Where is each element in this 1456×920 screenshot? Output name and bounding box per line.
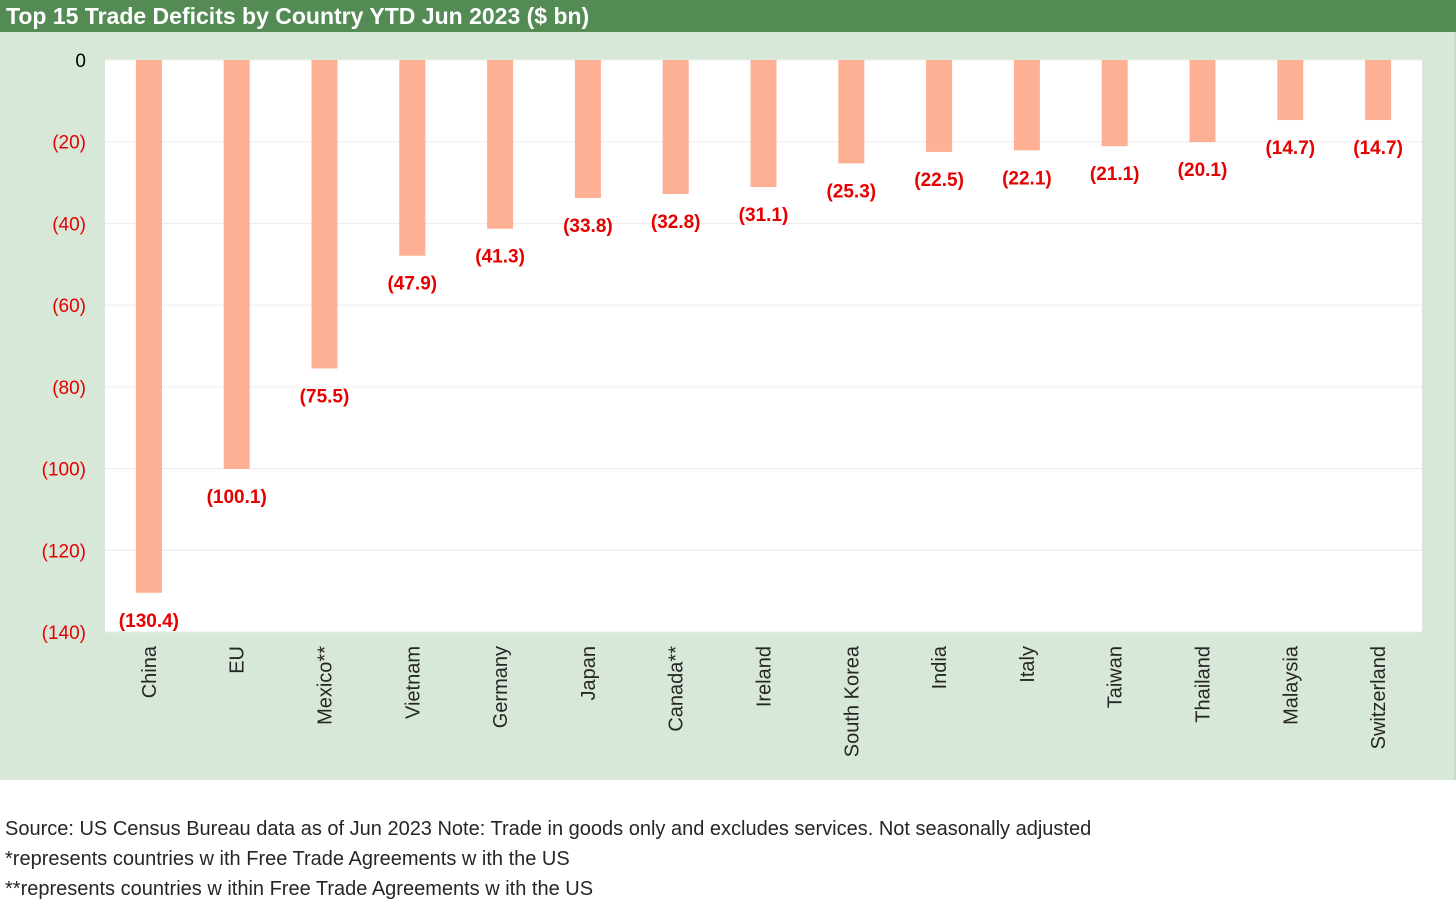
chart-panel: 0 (20) (40) (60) (80) (100) (120) (140) (130.4) C… — [0, 32, 1456, 780]
x-tick-label: Mexico** — [315, 646, 337, 725]
x-tick-label: Germany — [490, 646, 512, 728]
x-tick-label: Italy — [1017, 646, 1039, 683]
x-tick-label: South Korea — [841, 645, 863, 757]
x-tick-label: China — [139, 645, 161, 698]
data-label: (14.7) — [1265, 138, 1315, 159]
data-label: (22.1) — [1002, 168, 1052, 189]
data-label: (130.4) — [119, 611, 179, 632]
x-tick-label: Thailand — [1193, 646, 1215, 723]
data-label: (25.3) — [826, 181, 876, 202]
x-tick-label: Taiwan — [1105, 646, 1127, 708]
x-tick-label: Malaysia — [1280, 645, 1302, 725]
bar-chart: 0 (20) (40) (60) (80) (100) (120) (140) (130.4) C… — [42, 51, 1422, 757]
y-tick-label: (140) — [42, 623, 86, 644]
data-label: (31.1) — [739, 205, 789, 226]
x-tick-label: Vietnam — [402, 646, 424, 719]
data-label: (33.8) — [563, 216, 613, 237]
y-tick-label: (80) — [52, 378, 86, 399]
bar — [135, 60, 162, 593]
data-label: (100.1) — [207, 487, 267, 508]
bar — [1013, 60, 1040, 151]
bar — [399, 60, 426, 256]
footnote-source: Source: US Census Bureau data as of Jun … — [5, 818, 1092, 840]
data-label: (22.5) — [914, 170, 964, 191]
bar — [1277, 60, 1304, 121]
x-tick-label: Canada** — [666, 646, 688, 732]
bar — [311, 60, 338, 369]
x-tick-label: Switzerland — [1368, 646, 1390, 749]
data-label: (41.3) — [475, 247, 525, 268]
data-label: (14.7) — [1353, 138, 1403, 159]
data-label: (20.1) — [1178, 160, 1228, 181]
bar — [1189, 60, 1216, 143]
y-tick-label: (20) — [52, 133, 86, 154]
y-tick-label: (120) — [42, 541, 86, 562]
bar — [487, 60, 514, 229]
y-tick-label: (60) — [52, 296, 86, 317]
footnote-within-fta: **represents countries w ithin Free Trad… — [5, 878, 594, 900]
footnote-fta: *represents countries w ith Free Trade A… — [5, 848, 570, 870]
y-tick-label: (40) — [52, 214, 86, 235]
bar — [574, 60, 601, 199]
bar — [926, 60, 953, 152]
data-label: (21.1) — [1090, 164, 1140, 185]
data-label: (75.5) — [300, 386, 350, 407]
y-tick-label: (100) — [42, 460, 86, 481]
bar — [1101, 60, 1128, 147]
bar — [223, 60, 250, 469]
x-tick-label: EU — [227, 646, 249, 674]
data-label: (32.8) — [651, 212, 701, 233]
y-tick-label: 0 — [75, 51, 86, 72]
x-tick-label: Japan — [578, 646, 600, 701]
bar — [750, 60, 777, 188]
bar — [662, 60, 689, 195]
bar — [1365, 60, 1392, 121]
x-tick-label: India — [929, 645, 951, 689]
bar — [838, 60, 865, 164]
chart-title: Top 15 Trade Deficits by Country YTD Jun… — [0, 0, 1456, 32]
data-label: (47.9) — [387, 274, 437, 295]
x-tick-label: Ireland — [754, 646, 776, 707]
footnotes: Source: US Census Bureau data as of Jun … — [5, 814, 1091, 904]
